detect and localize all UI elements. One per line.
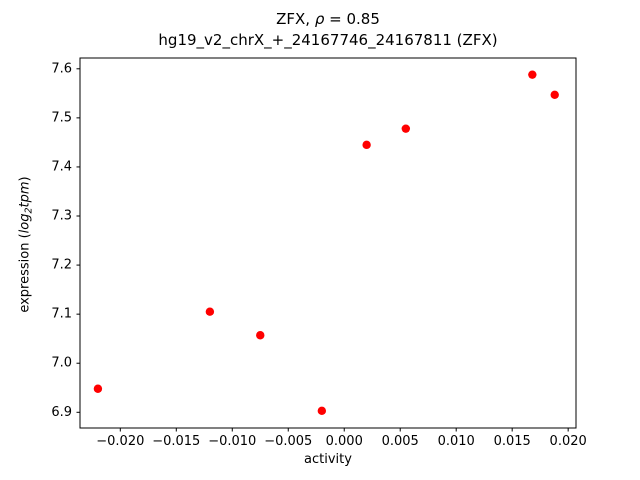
y-tick-label: 6.9 [51, 405, 72, 420]
y-tick-label: 7.2 [51, 258, 72, 273]
ylabel-subscript: 2 [23, 207, 35, 214]
data-point [550, 90, 559, 100]
y-axis-label: expression (log2tpm) [18, 60, 35, 430]
ylabel-prefix: expression ( [17, 233, 33, 313]
data-point [256, 331, 265, 340]
axes-frame [79, 57, 577, 429]
x-tick-label: −0.015 [152, 434, 200, 449]
y-tick-label: 7.3 [51, 209, 72, 224]
title-prefix: ZFX, [276, 10, 315, 28]
y-tick-label: 7.5 [51, 110, 72, 125]
y-tick-label: 7.1 [51, 307, 72, 322]
data-point [205, 307, 215, 316]
chart-title-line2: hg19_v2_chrX_+_24167746_24167811 (ZFX) [158, 31, 498, 49]
x-tick-label: −0.005 [264, 434, 312, 449]
data-point [362, 140, 371, 150]
data-point [401, 124, 411, 133]
y-tick-label: 7.0 [51, 356, 72, 371]
x-tick-label: 0.010 [438, 434, 475, 449]
x-axis-label: activity [304, 452, 352, 467]
x-tick-label: 0.000 [326, 434, 363, 449]
ylabel-suffix: ) [17, 176, 33, 182]
y-tick-label: 7.6 [51, 61, 72, 76]
x-tick-label: 0.015 [494, 434, 531, 449]
data-point [317, 406, 327, 416]
ylabel-tpm: tpm [17, 181, 33, 208]
chart-title-line1: ZFX, ρ = 0.85 [80, 9, 576, 29]
x-tick-label: −0.020 [96, 434, 144, 449]
x-tick-label: 0.005 [382, 434, 419, 449]
title-rho-symbol: ρ [314, 10, 325, 28]
ylabel-log: log [17, 213, 33, 234]
x-tick-label: 0.020 [550, 434, 587, 449]
x-tick-label: −0.010 [208, 434, 256, 449]
data-point [93, 384, 103, 393]
data-point [528, 70, 537, 79]
y-tick-label: 7.4 [51, 159, 72, 174]
title-suffix: = 0.85 [324, 10, 380, 28]
